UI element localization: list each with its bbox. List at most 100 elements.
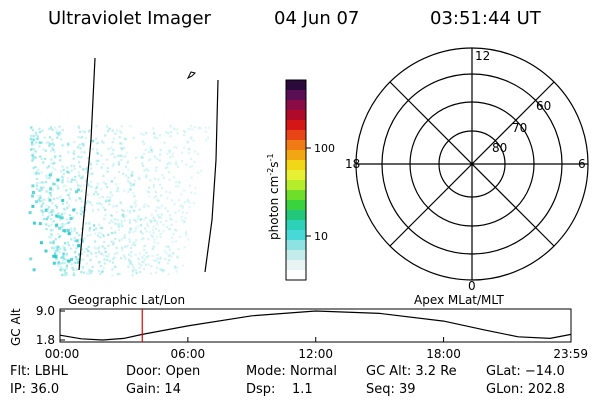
- aurora-pixel: [152, 183, 156, 186]
- aurora-pixel: [52, 197, 56, 200]
- aurora-pixel: [178, 181, 181, 184]
- aurora-pixel: [86, 272, 89, 275]
- aurora-bright-pixel: [77, 260, 81, 264]
- aurora-pixel: [142, 268, 146, 271]
- aurora-pixel: [102, 206, 105, 209]
- aurora-pixel: [84, 209, 87, 212]
- aurora-pixel: [176, 165, 179, 168]
- aurora-pixel: [75, 258, 79, 261]
- aurora-pixel: [123, 147, 126, 150]
- aurora-pixel: [208, 126, 211, 129]
- aurora-pixel: [145, 223, 148, 226]
- aurora-pixel: [170, 255, 173, 258]
- aurora-pixel: [192, 139, 195, 142]
- aurora-pixel: [70, 164, 73, 167]
- aurora-pixel: [139, 218, 142, 221]
- aurora-pixel: [183, 201, 187, 204]
- aurora-pixel: [62, 168, 65, 171]
- aurora-pixel: [77, 155, 80, 158]
- aurora-pixel: [114, 230, 117, 233]
- aurora-pixel: [184, 217, 187, 220]
- aurora-pixel: [110, 180, 113, 183]
- aurora-pixel: [111, 141, 114, 144]
- aurora-pixel: [62, 207, 65, 210]
- aurora-pixel: [91, 209, 95, 212]
- instrument-title: Ultraviolet Imager: [48, 8, 211, 29]
- aurora-pixel: [72, 272, 75, 275]
- aurora-pixel: [81, 142, 84, 146]
- aurora-pixel: [50, 233, 53, 236]
- aurora-pixel: [81, 130, 85, 133]
- aurora-pixel: [153, 259, 156, 262]
- aurora-pixel: [89, 233, 92, 236]
- aurora-pixel: [98, 250, 101, 253]
- aurora-bright-pixel: [72, 208, 76, 212]
- aurora-bright-pixel: [55, 214, 59, 218]
- aurora-pixel: [189, 137, 192, 140]
- aurora-pixel: [172, 232, 175, 236]
- aurora-pixel: [135, 239, 138, 242]
- aurora-pixel: [129, 261, 133, 264]
- aurora-pixel: [150, 150, 154, 153]
- aurora-pixel: [39, 195, 42, 198]
- aurora-pixel: [81, 189, 84, 192]
- coastline-outline: [186, 71, 196, 80]
- aurora-pixel: [45, 218, 48, 221]
- aurora-pixel: [104, 199, 108, 202]
- aurora-pixel: [132, 183, 135, 186]
- aurora-pixel: [52, 240, 55, 243]
- aurora-pixel: [101, 269, 104, 272]
- aurora-pixel: [158, 206, 161, 209]
- aurora-pixel: [106, 170, 109, 173]
- aurora-pixel: [153, 219, 156, 222]
- aurora-pixel: [102, 254, 105, 257]
- aurora-pixel: [66, 170, 70, 173]
- aurora-pixel: [102, 266, 105, 270]
- aurora-pixel: [108, 127, 111, 130]
- aurora-pixel: [88, 227, 91, 230]
- aurora-pixel: [173, 145, 176, 149]
- aurora-pixel: [48, 136, 51, 139]
- aurora-pixel: [29, 135, 32, 138]
- aurora-pixel: [78, 253, 81, 256]
- aurora-pixel: [101, 196, 104, 199]
- aurora-pixel: [83, 251, 86, 254]
- aurora-pixel: [52, 142, 55, 145]
- aurora-pixel: [33, 143, 36, 146]
- aurora-pixel: [59, 268, 62, 271]
- aurora-pixel: [48, 191, 51, 194]
- aurora-pixel: [63, 274, 66, 277]
- aurora-pixel: [140, 217, 143, 221]
- aurora-pixel: [167, 259, 170, 262]
- aurora-pixel: [37, 198, 41, 201]
- aurora-pixel: [62, 173, 65, 176]
- aurora-pixel: [117, 160, 120, 164]
- altitude-x-tick-label: 06:00: [171, 347, 206, 361]
- aurora-pixel: [181, 206, 184, 209]
- aurora-pixel: [42, 161, 45, 164]
- aurora-pixel: [49, 241, 52, 244]
- aurora-pixel: [158, 261, 161, 264]
- aurora-pixel: [139, 231, 142, 234]
- aurora-pixel: [120, 159, 123, 162]
- aurora-pixel: [122, 172, 125, 175]
- aurora-pixel: [103, 262, 106, 265]
- aurora-pixel: [169, 217, 172, 220]
- aurora-pixel: [59, 159, 62, 162]
- aurora-pixel: [159, 232, 162, 235]
- aurora-pixel: [66, 201, 69, 204]
- aurora-pixel: [125, 215, 128, 218]
- aurora-pixel: [173, 203, 176, 206]
- aurora-pixel: [133, 209, 136, 212]
- aurora-pixel: [82, 184, 86, 187]
- aurora-pixel: [164, 207, 167, 210]
- aurora-pixel: [117, 163, 120, 166]
- aurora-pixel: [62, 259, 65, 262]
- aurora-pixel: [168, 191, 171, 194]
- aurora-pixel: [78, 197, 81, 200]
- aurora-pixel: [113, 176, 116, 179]
- aurora-pixel: [63, 272, 66, 275]
- aurora-pixel: [120, 125, 123, 128]
- aurora-pixel: [145, 256, 148, 259]
- aurora-pixel: [63, 269, 66, 272]
